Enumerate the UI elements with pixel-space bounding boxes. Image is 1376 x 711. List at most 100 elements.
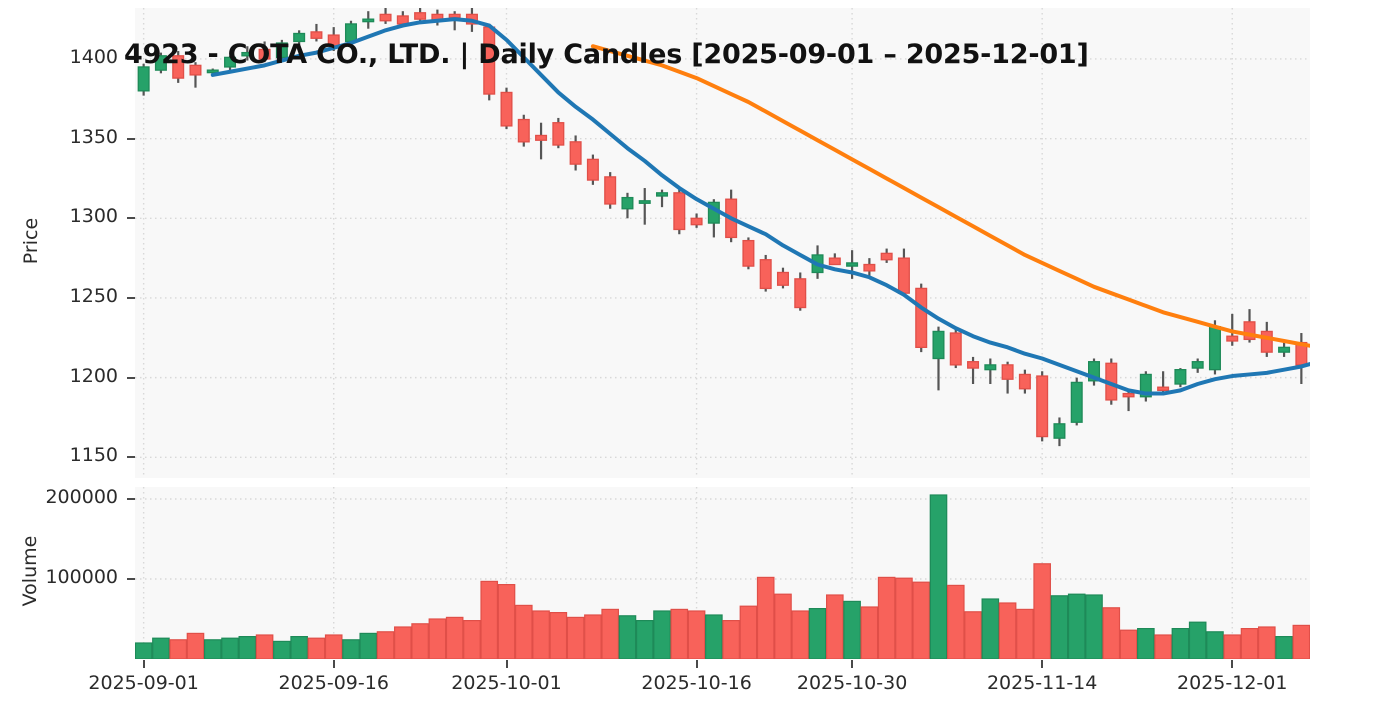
volume-bar bbox=[255, 634, 274, 659]
candle bbox=[1226, 335, 1239, 342]
date-tick-mark bbox=[332, 660, 335, 668]
candle bbox=[396, 15, 409, 25]
candle bbox=[1053, 423, 1066, 439]
candle bbox=[1139, 373, 1152, 398]
date-tick-mark bbox=[142, 660, 145, 668]
volume-bar bbox=[653, 610, 671, 659]
candle bbox=[742, 239, 755, 267]
candle bbox=[638, 200, 651, 204]
candle bbox=[137, 66, 150, 92]
candle bbox=[1070, 381, 1083, 423]
candle bbox=[1001, 364, 1014, 380]
price-tick-label: 1250 bbox=[69, 284, 118, 307]
volume-bar bbox=[514, 604, 533, 659]
candle bbox=[172, 55, 185, 79]
volume-bar bbox=[826, 594, 844, 659]
volume-bar bbox=[152, 637, 170, 659]
volume-bar bbox=[359, 632, 378, 659]
volume-bar bbox=[169, 639, 188, 659]
candle bbox=[189, 64, 202, 76]
price-tick-label: 1150 bbox=[69, 444, 118, 467]
candle bbox=[362, 18, 375, 23]
volume-bar bbox=[203, 639, 222, 659]
volume-bar bbox=[981, 598, 1000, 659]
volume-bar bbox=[946, 584, 965, 659]
candle bbox=[154, 55, 167, 71]
volume-bar bbox=[1016, 608, 1034, 659]
volume-bar bbox=[324, 634, 343, 659]
candle bbox=[880, 252, 893, 261]
volume-bar bbox=[342, 639, 360, 659]
overlay-line-ma_long bbox=[590, 44, 1310, 348]
candle bbox=[293, 32, 306, 43]
volume-bar bbox=[843, 600, 861, 659]
candle bbox=[1243, 321, 1256, 341]
volume-bar bbox=[1240, 628, 1259, 659]
volume-bar bbox=[307, 637, 326, 659]
volume-bar bbox=[722, 620, 740, 659]
volume-bar bbox=[566, 616, 585, 659]
volume-bar bbox=[705, 614, 723, 659]
candle bbox=[241, 51, 254, 57]
volume-tick-mark bbox=[127, 498, 135, 500]
volume-bar bbox=[376, 631, 395, 659]
candle bbox=[500, 91, 513, 127]
volume-bar bbox=[929, 494, 948, 659]
candle bbox=[344, 23, 357, 43]
candle bbox=[310, 31, 323, 39]
volume-bar bbox=[135, 642, 153, 659]
candle bbox=[690, 217, 703, 226]
candle bbox=[897, 257, 910, 294]
volume-bar bbox=[1223, 634, 1242, 659]
volume-tick-label: 100000 bbox=[45, 566, 118, 588]
overlay-line-ma_short bbox=[210, 17, 1310, 396]
volume-bar bbox=[1154, 634, 1172, 659]
volume-bar bbox=[463, 620, 481, 659]
price-tick-label: 1350 bbox=[69, 125, 118, 148]
volume-bar bbox=[290, 636, 308, 659]
candle bbox=[621, 196, 634, 210]
volume-bar bbox=[670, 608, 689, 659]
date-tick-label: 2025-11-14 bbox=[986, 672, 1098, 694]
candle bbox=[1208, 325, 1221, 371]
volume-bar bbox=[394, 626, 412, 659]
date-tick-mark bbox=[1041, 660, 1044, 668]
candle bbox=[275, 42, 288, 59]
volume-axis-label: Volume bbox=[19, 535, 41, 607]
price-tick-label: 1200 bbox=[69, 364, 118, 387]
volume-bar bbox=[1206, 631, 1224, 659]
volume-bar bbox=[1119, 629, 1138, 659]
candle bbox=[569, 141, 582, 165]
candle bbox=[673, 192, 686, 231]
volume-bar bbox=[1257, 626, 1276, 659]
candle bbox=[846, 262, 859, 267]
volume-bar bbox=[1171, 628, 1190, 659]
candle bbox=[776, 271, 789, 286]
candle bbox=[967, 361, 980, 369]
candle bbox=[586, 158, 599, 181]
candle bbox=[206, 69, 219, 74]
candle bbox=[984, 364, 997, 371]
candle bbox=[794, 278, 807, 309]
candle bbox=[224, 56, 237, 68]
candle bbox=[915, 287, 928, 349]
volume-bar bbox=[273, 640, 291, 659]
candle bbox=[517, 118, 530, 143]
price-tick-mark bbox=[127, 217, 135, 220]
price-tick-mark bbox=[127, 376, 135, 379]
candle bbox=[1088, 361, 1101, 382]
date-tick-mark bbox=[1231, 660, 1234, 668]
volume-bar bbox=[635, 620, 654, 659]
volume-tick-label: 200000 bbox=[45, 486, 118, 508]
candle bbox=[932, 330, 945, 360]
candle bbox=[828, 257, 841, 266]
price-tick-mark bbox=[127, 137, 135, 140]
volume-bar bbox=[601, 608, 619, 659]
volume-bar bbox=[774, 593, 792, 659]
volume-tick-mark bbox=[127, 578, 135, 580]
date-tick-label: 2025-12-01 bbox=[1177, 672, 1288, 694]
candle bbox=[863, 263, 876, 272]
candle bbox=[1191, 361, 1204, 369]
volume-bar bbox=[895, 577, 913, 659]
volume-bar bbox=[877, 576, 896, 659]
